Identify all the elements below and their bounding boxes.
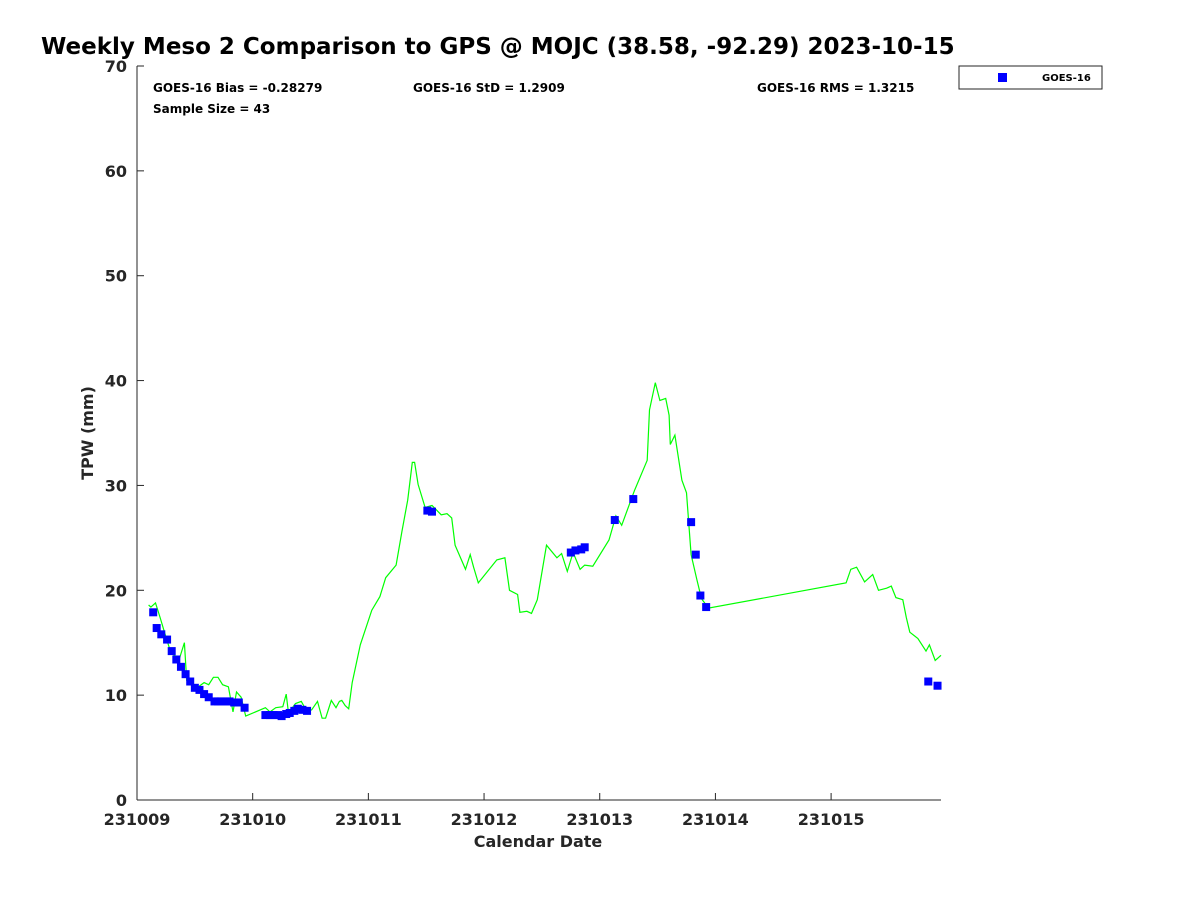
goes16-point [181, 670, 190, 679]
goes16-point [200, 690, 209, 699]
goes16-point [580, 543, 589, 552]
goes16-point [234, 698, 243, 707]
goes16-point [298, 705, 307, 714]
goes16-point [204, 693, 213, 702]
sample-size-stat: Sample Size = 43 [153, 102, 270, 116]
goes16-point [610, 516, 619, 525]
x-tick-label: 231013 [566, 810, 633, 829]
goes16-point [217, 697, 226, 706]
goes16-point [924, 677, 933, 686]
goes16-point [571, 546, 580, 555]
y-axis-label: TPW (mm) [78, 386, 97, 480]
goes16-point [269, 711, 278, 720]
x-tick-label: 231014 [682, 810, 749, 829]
goes16-point [240, 703, 249, 712]
x-tick-label: 231011 [335, 810, 402, 829]
goes16-point [285, 708, 294, 717]
y-tick-label: 10 [105, 686, 127, 705]
y-tick-label: 30 [105, 476, 127, 495]
legend: GOES-16 [958, 65, 1103, 90]
std-stat: GOES-16 StD = 1.2909 [413, 81, 565, 95]
goes16-point [261, 711, 270, 720]
goes16-point [152, 624, 161, 633]
legend-box [958, 65, 1103, 90]
goes16-point [566, 548, 575, 557]
bias-stat: GOES-16 Bias = -0.28279 [153, 81, 322, 95]
plot-area [137, 66, 941, 800]
goes16-point [423, 506, 432, 515]
goes16-point [303, 706, 312, 715]
x-tick-label: 231015 [798, 810, 865, 829]
goes16-point [195, 685, 204, 694]
goes16-point [167, 647, 176, 656]
x-tick-label: 231010 [219, 810, 286, 829]
legend-label-goes16: GOES-16 [1042, 73, 1091, 84]
goes16-point [225, 697, 234, 706]
goes16-point [933, 681, 942, 690]
goes16-point [172, 655, 181, 664]
goes16-point [157, 630, 166, 639]
goes16-point [163, 635, 172, 644]
goes16-point [629, 495, 638, 504]
goes16-point [702, 603, 711, 612]
chart-title: Weekly Meso 2 Comparison to GPS @ MOJC (… [41, 34, 955, 60]
legend-marker-goes16 [998, 73, 1007, 82]
goes16-point [293, 704, 302, 713]
x-axis-label: Calendar Date [474, 832, 603, 851]
goes16-point [176, 662, 185, 671]
y-tick-label: 70 [105, 57, 127, 76]
goes16-point [149, 608, 158, 617]
y-tick-label: 60 [105, 162, 127, 181]
x-tick-label: 231012 [451, 810, 518, 829]
y-tick-label: 20 [105, 581, 127, 600]
goes16-point [230, 698, 239, 707]
goes16-point [277, 712, 286, 721]
goes16-point [427, 507, 436, 516]
y-tick-label: 40 [105, 372, 127, 391]
goes16-point [186, 677, 195, 686]
goes16-point [687, 518, 696, 527]
goes16-point [190, 683, 199, 692]
rms-stat: GOES-16 RMS = 1.3215 [757, 81, 914, 95]
y-tick-label: 50 [105, 267, 127, 286]
goes16-point [696, 591, 705, 600]
x-tick-label: 231009 [104, 810, 171, 829]
goes16-point [691, 550, 700, 559]
y-tick-label: 0 [116, 791, 127, 810]
